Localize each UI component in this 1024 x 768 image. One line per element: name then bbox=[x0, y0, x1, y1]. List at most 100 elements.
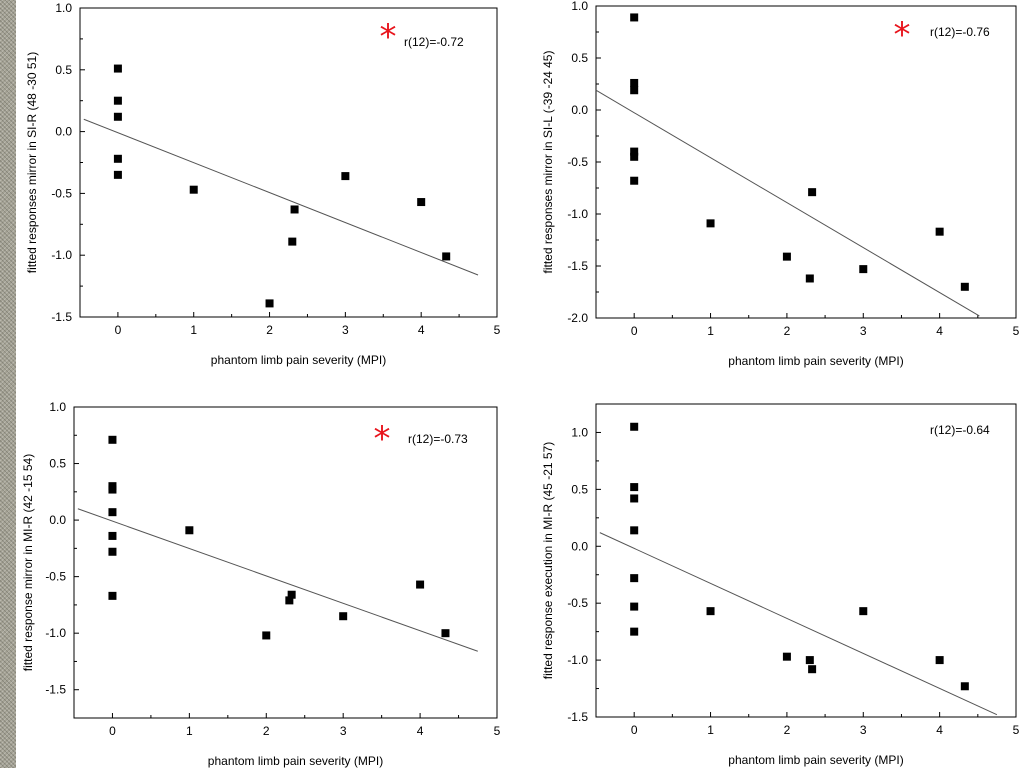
x-tick-label: 3 bbox=[340, 724, 347, 738]
correlation-annotation: r(12)=-0.72 bbox=[404, 35, 464, 49]
data-point bbox=[108, 435, 117, 444]
data-point bbox=[113, 112, 122, 121]
y-tick-label: -1.0 bbox=[45, 626, 66, 640]
x-tick-label: 1 bbox=[186, 724, 193, 738]
data-point bbox=[706, 607, 715, 616]
y-tick-label: -1.0 bbox=[51, 248, 72, 262]
data-point bbox=[113, 154, 122, 163]
x-tick-label: 0 bbox=[631, 324, 638, 338]
x-tick-label: 5 bbox=[494, 323, 501, 337]
y-tick-label: -1.5 bbox=[567, 259, 588, 273]
y-tick-label: -1.0 bbox=[567, 207, 588, 221]
data-point bbox=[417, 198, 426, 207]
plot-frame bbox=[595, 403, 1017, 718]
data-point bbox=[630, 494, 639, 503]
x-tick-label: 1 bbox=[707, 723, 714, 737]
chart-panel-2: 0 1 2 3 4 5 -2.0 -1.5 -1.0 -0.5 0.0 0.5 1.0 phantom l… bbox=[541, 0, 1020, 368]
data-point bbox=[441, 629, 450, 638]
x-tick-label: 5 bbox=[1013, 723, 1020, 737]
y-tick-label: 0.0 bbox=[49, 513, 66, 527]
x-tick-label: 4 bbox=[936, 723, 943, 737]
data-point bbox=[630, 574, 639, 583]
data-point bbox=[416, 580, 425, 589]
x-tick-label: 5 bbox=[1013, 324, 1020, 338]
data-point bbox=[288, 237, 297, 246]
y-tick-label: -0.5 bbox=[51, 186, 72, 200]
data-point bbox=[108, 531, 117, 540]
plot-frame bbox=[595, 5, 1017, 319]
data-point bbox=[630, 147, 639, 156]
data-point bbox=[630, 483, 639, 492]
x-axis-label: phantom limb pain severity (MPI) bbox=[728, 753, 903, 767]
data-point bbox=[339, 612, 348, 621]
significance-star: * bbox=[894, 15, 911, 55]
data-point bbox=[265, 299, 274, 308]
data-point bbox=[630, 78, 639, 87]
y-tick-label: 1.0 bbox=[571, 425, 588, 439]
x-tick-label: 5 bbox=[494, 724, 501, 738]
x-tick-label: 4 bbox=[936, 324, 943, 338]
y-tick-label: 0.5 bbox=[55, 63, 72, 77]
data-point bbox=[630, 152, 639, 161]
data-point bbox=[630, 627, 639, 636]
data-point bbox=[108, 547, 117, 556]
data-point bbox=[113, 170, 122, 179]
x-tick-label: 1 bbox=[707, 324, 714, 338]
y-axis-label: fitted response execution in MI-R (45 -2… bbox=[541, 442, 555, 679]
plot-frame bbox=[73, 406, 498, 719]
x-tick-label: 2 bbox=[784, 723, 791, 737]
y-tick-label: -1.5 bbox=[567, 710, 588, 724]
data-point bbox=[782, 652, 791, 661]
data-point bbox=[189, 185, 198, 194]
plot-frame bbox=[79, 7, 498, 318]
data-point bbox=[285, 596, 294, 605]
significance-star: * bbox=[380, 17, 397, 57]
regression-line bbox=[83, 118, 479, 276]
y-tick-label: 1.0 bbox=[571, 0, 588, 13]
data-point bbox=[113, 64, 122, 73]
data-point bbox=[782, 252, 791, 261]
regression-line bbox=[77, 508, 478, 652]
y-tick-label: -2.0 bbox=[567, 311, 588, 325]
data-point bbox=[262, 631, 271, 640]
x-tick-label: 1 bbox=[190, 323, 197, 337]
data-point bbox=[108, 591, 117, 600]
data-point bbox=[630, 13, 639, 22]
data-point bbox=[113, 96, 122, 105]
correlation-annotation: r(12)=-0.64 bbox=[930, 423, 990, 437]
x-tick-label: 0 bbox=[109, 724, 116, 738]
y-axis-label: fitted responses mirror in SI-R (48 -30 … bbox=[25, 52, 39, 273]
x-tick-label: 0 bbox=[115, 323, 122, 337]
x-tick-label: 4 bbox=[418, 323, 425, 337]
data-point bbox=[805, 656, 814, 665]
y-tick-label: 0.5 bbox=[571, 51, 588, 65]
data-point bbox=[287, 590, 296, 599]
x-axis-label: phantom limb pain severity (MPI) bbox=[728, 354, 903, 368]
data-point bbox=[630, 526, 639, 535]
y-tick-label: -1.0 bbox=[567, 653, 588, 667]
regression-line bbox=[595, 89, 980, 317]
data-point bbox=[108, 485, 117, 494]
data-point bbox=[935, 656, 944, 665]
y-tick-label: -0.5 bbox=[567, 155, 588, 169]
y-axis-label: fitted responses mirror in SI-L (-39 -24… bbox=[541, 51, 555, 274]
data-point bbox=[290, 205, 299, 214]
chart-panel-3: 0 1 2 3 4 5 -1.5 -1.0 -0.5 0.0 0.5 1.0 phantom limb … bbox=[21, 400, 501, 768]
y-tick-label: 1.0 bbox=[55, 1, 72, 15]
data-point bbox=[960, 282, 969, 291]
x-tick-label: 2 bbox=[263, 724, 270, 738]
y-tick-label: 0.0 bbox=[571, 539, 588, 553]
data-point bbox=[808, 188, 817, 197]
x-tick-label: 2 bbox=[784, 324, 791, 338]
data-point bbox=[442, 252, 451, 261]
x-tick-label: 0 bbox=[631, 723, 638, 737]
data-point bbox=[935, 227, 944, 236]
significance-star: * bbox=[374, 419, 391, 459]
y-tick-label: -0.5 bbox=[45, 570, 66, 584]
y-tick-label: 0.0 bbox=[571, 103, 588, 117]
correlation-annotation: r(12)=-0.73 bbox=[408, 432, 468, 446]
data-point bbox=[630, 86, 639, 95]
data-point bbox=[630, 602, 639, 611]
data-point bbox=[805, 274, 814, 283]
